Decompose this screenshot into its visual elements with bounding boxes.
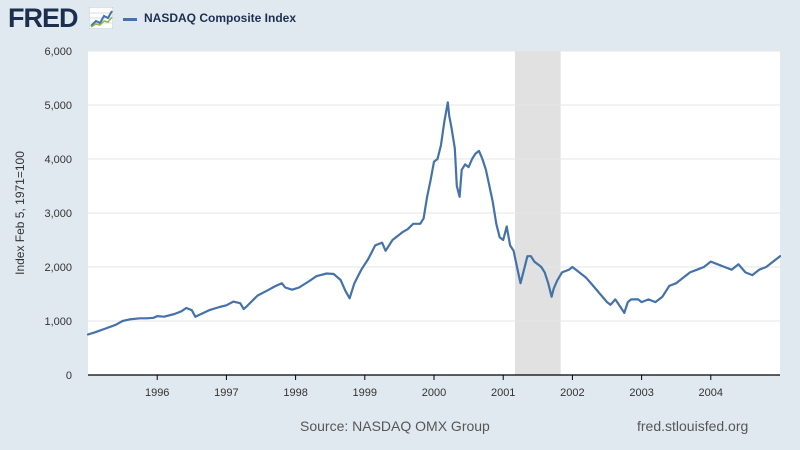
fred-logo[interactable]: FRED (8, 3, 78, 33)
x-tick-label: 1997 (214, 387, 238, 399)
x-tick-label: 2001 (491, 387, 515, 399)
y-tick-label: 0 (66, 370, 72, 382)
chart-header: FRED NASDAQ Composite Index (0, 0, 800, 40)
x-tick-label: 2003 (629, 387, 653, 399)
x-tick-label: 2002 (560, 387, 584, 399)
source-note: Source: NASDAQ OMX Group (300, 418, 490, 434)
legend-series-label: NASDAQ Composite Index (144, 11, 297, 25)
y-axis-label: Index Feb 5, 1971=100 (13, 151, 27, 275)
fred-logo-graph-icon (89, 7, 113, 29)
y-tick-label: 1,000 (44, 316, 72, 328)
y-tick-label: 3,000 (44, 208, 72, 220)
y-tick-label: 5,000 (44, 100, 72, 112)
x-tick-label: 1999 (353, 387, 377, 399)
y-tick-label: 4,000 (44, 154, 72, 166)
x-tick-label: 2000 (422, 387, 446, 399)
site-link[interactable]: fred.stlouisfed.org (637, 418, 749, 434)
y-tick-label: 6,000 (44, 46, 72, 58)
legend-swatch (123, 18, 137, 21)
x-tick-label: 1996 (145, 387, 169, 399)
series-line (86, 101, 782, 336)
x-tick-label: 1998 (283, 387, 307, 399)
y-tick-label: 2,000 (44, 262, 72, 274)
x-tick-label: 2004 (699, 387, 723, 399)
